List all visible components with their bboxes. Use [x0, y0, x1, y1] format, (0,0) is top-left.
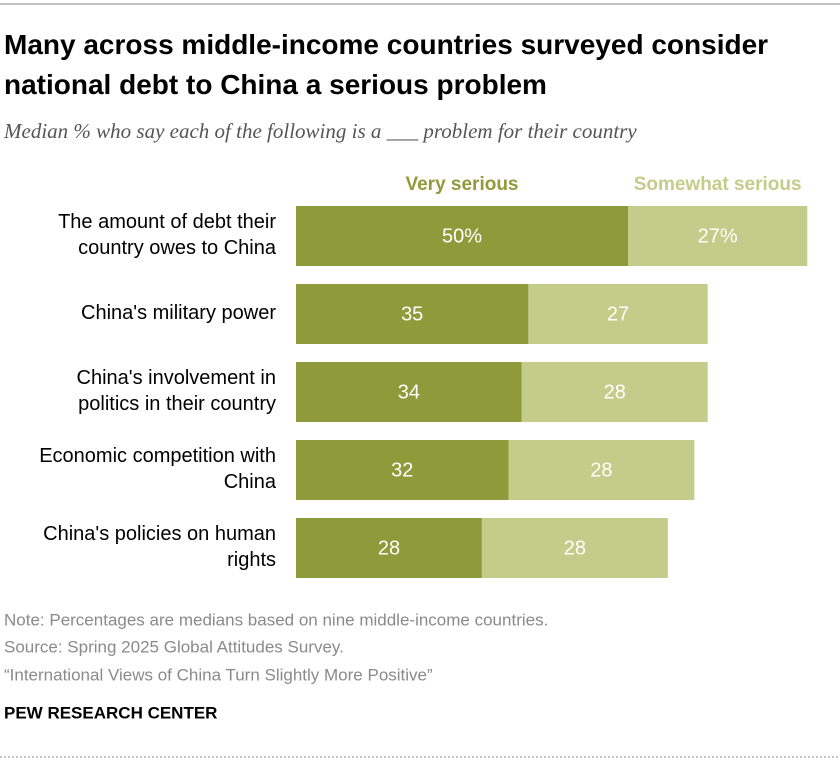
bar-segment [508, 440, 695, 500]
legend-label: Somewhat serious [634, 174, 802, 195]
bar-segment [296, 206, 628, 266]
category-label: The amount of debt their country owes to … [58, 211, 277, 259]
note: Note: Percentages are medians based on n… [4, 610, 548, 629]
chart-subtitle: Median % who say each of the following i… [3, 119, 637, 143]
value-label: 28 [604, 381, 626, 403]
value-label: 28 [590, 459, 612, 481]
value-label: 27 [607, 303, 629, 325]
report-title: “International Views of China Turn Sligh… [4, 665, 433, 684]
bar-segment [296, 362, 522, 422]
value-label: 28 [378, 537, 400, 559]
category-label: China's involvement in politics in their … [77, 367, 276, 415]
value-label: 27% [698, 225, 738, 247]
bar-segment [521, 362, 708, 422]
legend-label: Very serious [405, 174, 518, 195]
category-label: Economic competition with China [39, 445, 277, 493]
value-label: 35 [401, 303, 423, 325]
source: Source: Spring 2025 Global Attitudes Sur… [4, 637, 344, 656]
value-label: 50% [442, 225, 482, 247]
category-label: China's policies on human rights [43, 523, 276, 571]
bar-segment [628, 206, 808, 266]
bar-segment [296, 284, 529, 344]
bar-segment [481, 518, 668, 578]
bar-segment [296, 518, 482, 578]
footer: PEW RESEARCH CENTER [4, 703, 217, 722]
value-label: 28 [564, 537, 586, 559]
value-label: 34 [398, 381, 420, 403]
bar-segment [528, 284, 708, 344]
value-label: 32 [391, 459, 413, 481]
chart-title: Many across middle-income countries surv… [4, 29, 768, 100]
category-label: China's military power [81, 302, 276, 324]
bar-segment [296, 440, 509, 500]
